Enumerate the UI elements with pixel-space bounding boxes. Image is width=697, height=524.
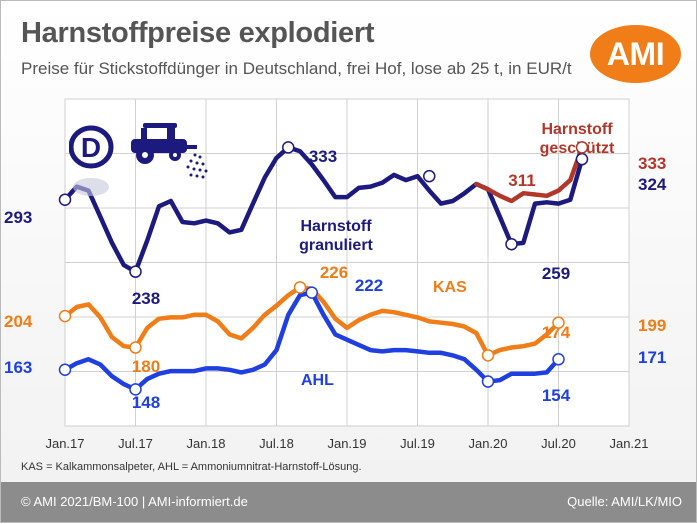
point-marker [129, 265, 142, 278]
data-label: 293 [4, 208, 32, 227]
point-marker [575, 141, 589, 154]
point-marker [129, 383, 142, 396]
ami-logo: AMI [590, 25, 681, 83]
data-label: 324 [638, 175, 667, 194]
tractor-icon [131, 123, 197, 164]
data-label: 238 [132, 289, 160, 308]
x-tick-label: Jul.19 [400, 436, 435, 451]
point-marker [305, 286, 318, 299]
point-marker [575, 152, 589, 166]
x-tick-label: Jul.20 [541, 436, 576, 451]
x-tick-label: Jan.18 [186, 436, 225, 451]
chart-title: Harnstoffpreise explodiert [21, 17, 375, 49]
country-badge-label: D [81, 132, 101, 163]
point-marker [552, 316, 565, 329]
x-tick-label: Jul.18 [259, 436, 294, 451]
country-badge-icon: D [68, 125, 114, 196]
data-label: 148 [132, 393, 160, 412]
x-tick-label: Jan.20 [468, 436, 507, 451]
series-label: KAS [433, 279, 467, 296]
data-label: 171 [638, 348, 666, 367]
series-label: AHL [301, 372, 334, 389]
x-tick-label: Jul.17 [118, 436, 153, 451]
data-label: 259 [542, 264, 570, 283]
series-label: Harnstoff [300, 218, 372, 235]
point-marker [58, 309, 72, 323]
x-tick-label: Jan.17 [45, 436, 84, 451]
point-marker [481, 349, 495, 362]
point-marker [293, 281, 307, 294]
series-line-harnstoff-gesch-tzt [474, 145, 585, 204]
data-label: 226 [320, 263, 348, 282]
point-marker [58, 193, 72, 206]
series-label: granuliert [299, 237, 373, 254]
x-tick-label: Jan.21 [609, 436, 648, 451]
germany-tractor-icons: D [68, 119, 214, 199]
series-label: Harnstoff [541, 121, 613, 138]
data-label: 311 [508, 171, 535, 190]
data-label: 204 [4, 312, 33, 331]
point-marker [423, 169, 436, 183]
data-label: 163 [4, 358, 32, 377]
series-line-harnstoff-granuliert [62, 145, 585, 274]
footnote: KAS = Kalkammonsalpeter, AHL = Ammoniumn… [21, 461, 362, 473]
data-label: 199 [638, 316, 666, 335]
data-label: 222 [355, 276, 383, 295]
point-marker [58, 363, 72, 377]
footer-source: Quelle: AMI/LK/MIO [567, 494, 682, 509]
point-marker [481, 375, 495, 388]
data-label: 180 [132, 357, 160, 376]
data-label: 154 [542, 386, 571, 405]
spray-icon [186, 153, 208, 179]
x-tick-label: Jan.19 [327, 436, 366, 451]
footer-copyright: © AMI 2021/BM-100 | AMI-informiert.de [21, 494, 248, 509]
data-label: 333 [638, 154, 666, 173]
point-marker [129, 341, 142, 354]
footer-bar: © AMI 2021/BM-100 | AMI-informiert.de Qu… [1, 482, 696, 522]
data-label: 174 [542, 323, 571, 342]
chart-subtitle: Preise für Stickstoffdünger in Deutschla… [21, 59, 572, 78]
point-marker [505, 237, 518, 251]
point-marker [282, 141, 295, 154]
data-label: 333 [309, 147, 337, 166]
point-marker [552, 353, 565, 366]
